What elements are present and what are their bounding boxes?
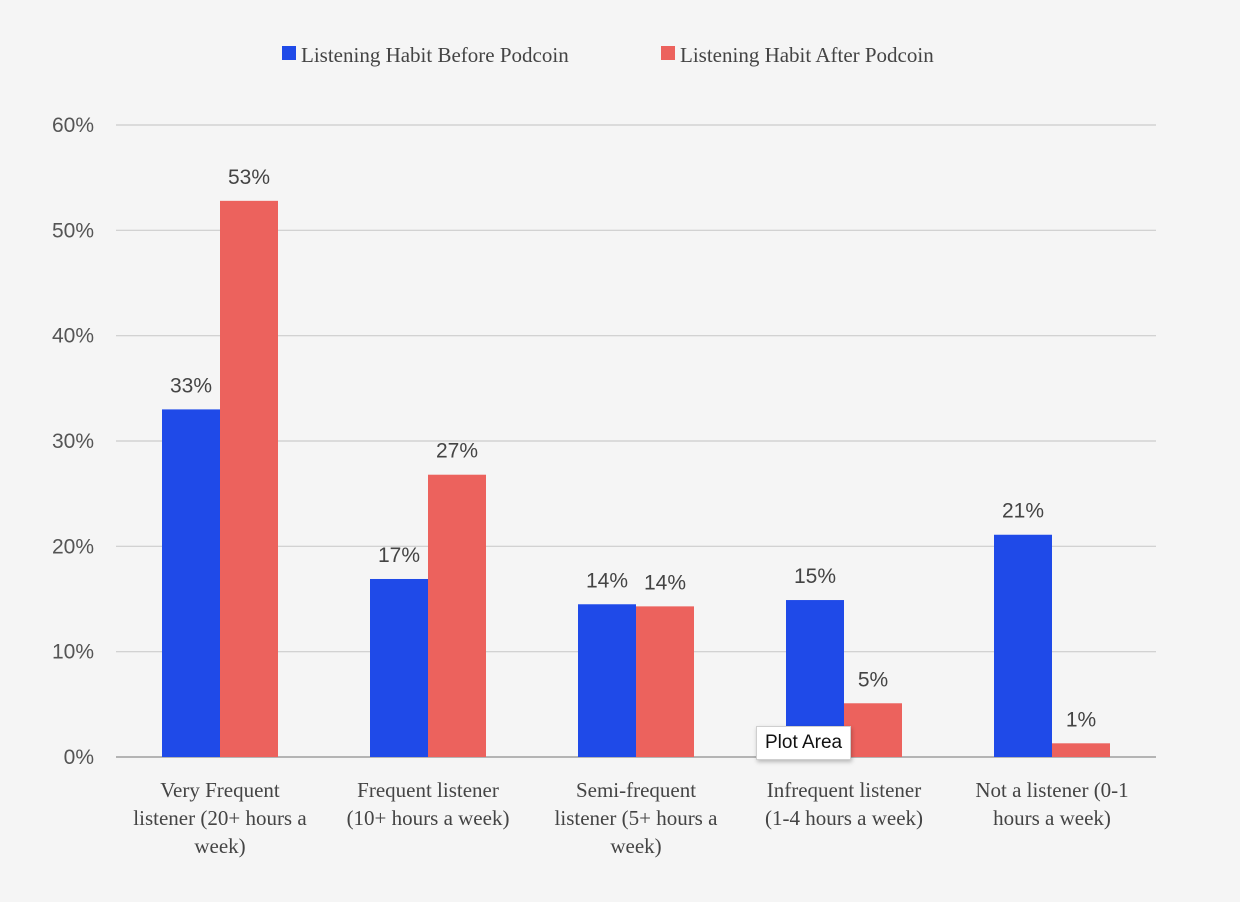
bar-before[interactable]	[370, 578, 428, 757]
data-label: 21%	[1002, 500, 1044, 523]
legend-swatch-before	[282, 46, 296, 60]
y-axis-ticks: 0% 10% 20% 30% 40% 50% 60%	[52, 114, 94, 769]
x-tick-label-line: hours a week)	[993, 806, 1111, 830]
legend-swatch-after	[661, 46, 675, 60]
y-tick-label: 20%	[52, 535, 94, 558]
legend[interactable]: Listening Habit Before Podcoin Listening …	[282, 43, 934, 67]
data-label: 17%	[378, 544, 420, 567]
data-label: 27%	[436, 440, 478, 463]
data-label: 33%	[170, 374, 212, 397]
data-label: 14%	[586, 569, 628, 592]
bar-after[interactable]	[428, 474, 486, 757]
bars[interactable]	[162, 200, 1110, 758]
gridlines	[116, 124, 1156, 758]
x-tick-label-line: Frequent listener	[357, 778, 499, 802]
bar-before[interactable]	[994, 534, 1052, 757]
x-tick-label-line: Very Frequent	[160, 778, 280, 802]
bar-after[interactable]	[1052, 743, 1110, 757]
x-tick-label-line: Infrequent listener	[767, 778, 922, 802]
x-tick-label-line: week)	[610, 834, 661, 858]
data-label: 14%	[644, 571, 686, 594]
x-tick-label-line: listener (20+ hours a	[133, 806, 307, 830]
y-tick-label: 10%	[52, 641, 94, 664]
data-label: 1%	[1066, 708, 1096, 731]
legend-label: Listening Habit After Podcoin	[680, 43, 934, 67]
x-tick-label: Frequent listener (10+ hours a week)	[347, 778, 510, 830]
y-tick-label: 30%	[52, 430, 94, 453]
bar-after[interactable]	[844, 703, 902, 757]
y-tick-label: 40%	[52, 325, 94, 348]
data-label: 15%	[794, 565, 836, 588]
y-tick-label: 50%	[52, 219, 94, 242]
bar-after[interactable]	[220, 200, 278, 758]
x-tick-label: Infrequent listener (1-4 hours a week)	[765, 778, 923, 830]
y-tick-label: 0%	[64, 746, 94, 769]
x-tick-label-line: Semi-frequent	[576, 778, 696, 802]
x-tick-label: Not a listener (0-1 hours a week)	[975, 778, 1128, 830]
x-tick-label-line: week)	[194, 834, 245, 858]
x-tick-label-line: listener (5+ hours a	[555, 806, 719, 830]
plot-area-tooltip: Plot Area	[756, 726, 852, 760]
x-axis-ticks: Very Frequent listener (20+ hours a week) F…	[133, 778, 1128, 858]
data-label: 5%	[858, 668, 888, 691]
x-tick-label-line: (10+ hours a week)	[347, 806, 510, 830]
bar-after[interactable]	[636, 606, 694, 757]
x-tick-label-line: (1-4 hours a week)	[765, 806, 923, 830]
y-tick-label: 60%	[52, 114, 94, 137]
bar-before[interactable]	[162, 409, 220, 757]
data-label: 53%	[228, 166, 270, 189]
x-tick-label-line: Not a listener (0-1	[975, 778, 1128, 802]
data-labels: 33% 17% 14% 15% 21% 53% 27% 14% 5% 1%	[170, 166, 1096, 731]
x-tick-label: Very Frequent listener (20+ hours a week)	[133, 778, 307, 858]
legend-label: Listening Habit Before Podcoin	[301, 43, 569, 67]
x-tick-label: Semi-frequent listener (5+ hours a week)	[555, 778, 719, 858]
bar-before[interactable]	[578, 604, 636, 757]
